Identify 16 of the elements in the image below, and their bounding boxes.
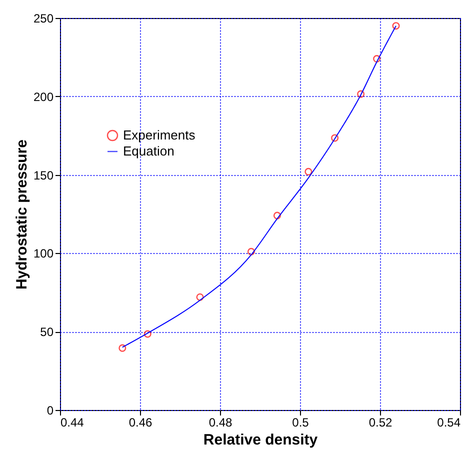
x-tick-label: 0.48 [208,416,232,430]
x-axis-title: Relative density [203,432,318,448]
legend-label: Experiments [123,128,196,142]
x-tick-label: 0.46 [128,416,152,430]
legend-label: Equation [123,144,174,158]
x-tick-label: 0.44 [60,416,84,430]
x-tick-label: 0.5 [292,416,310,430]
y-tick-label: 200 [33,90,54,104]
y-axis-title: Hydrostatic pressure [13,139,30,290]
y-tick-label: 100 [33,246,54,261]
x-tick-label: 0.54 [437,416,461,430]
x-tick-label: 0.52 [368,416,392,430]
y-tick-label: 150 [33,168,54,182]
y-tick-label: 250 [33,12,54,26]
y-tick-label: 0 [46,404,54,418]
y-tick-label: 50 [40,325,54,340]
